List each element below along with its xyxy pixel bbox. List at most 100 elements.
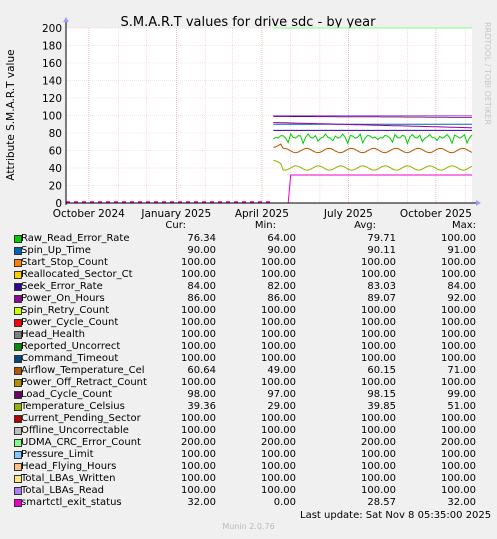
legend-row: Command_Timeout 100.00 100.00 100.00 100.00 (0, 353, 497, 365)
legend-swatch (14, 259, 22, 267)
legend-swatch (14, 487, 22, 495)
legend-min-value: 100.00 (261, 425, 296, 436)
legend-min-value: 29.00 (267, 401, 296, 412)
x-axis-arrow (476, 200, 481, 206)
legend-avg-value: 100.00 (361, 257, 396, 268)
legend-series-name: Spin_Up_Time (21, 245, 91, 256)
legend-swatch (14, 427, 22, 435)
legend-cur-value: 100.00 (181, 317, 216, 328)
legend-swatch (14, 499, 22, 507)
y-axis-arrow (63, 17, 69, 22)
legend-min-value: 100.00 (261, 257, 296, 268)
legend-max-value: 100.00 (441, 317, 476, 328)
legend-row: Load_Cycle_Count 98.00 97.00 98.15 99.00 (0, 389, 497, 401)
legend-max-value: 100.00 (441, 485, 476, 496)
legend-cur-value: 100.00 (181, 473, 216, 484)
legend-max-value: 71.00 (447, 365, 476, 376)
legend-row: Spin_Up_Time 90.00 90.00 90.11 91.00 (0, 245, 497, 257)
series-lines (66, 27, 473, 204)
legend-max-value: 100.00 (441, 473, 476, 484)
legend-min-value: 100.00 (261, 377, 296, 388)
legend-series-name: UDMA_CRC_Error_Count (21, 437, 141, 448)
legend-swatch (14, 463, 22, 471)
legend-swatch (14, 379, 22, 387)
legend-row: Offline_Uncorrectable 100.00 100.00 100.00 1… (0, 425, 497, 437)
legend-min-value: 200.00 (261, 437, 296, 448)
legend-max-value: 32.00 (447, 497, 476, 508)
legend-series-name: Total_LBAs_Read (21, 485, 104, 496)
munin-version: Munin 2.0.76 (222, 522, 275, 531)
legend-min-value: 100.00 (261, 305, 296, 316)
legend-swatch (14, 295, 22, 303)
x-tick-label: October 2025 (400, 208, 472, 220)
legend-series-name: Offline_Uncorrectable (21, 425, 129, 436)
series-line-Airflow_Temperature_Cel (273, 143, 473, 154)
legend-max-value: 100.00 (441, 377, 476, 388)
legend-avg-value: 200.00 (361, 437, 396, 448)
legend-max-value: 100.00 (441, 353, 476, 364)
legend-min-value: 90.00 (267, 245, 296, 256)
y-axis-label: Attribute S.M.A.R.T value (5, 49, 17, 180)
legend-avg-value: 89.07 (367, 293, 396, 304)
legend-min-value: 100.00 (261, 473, 296, 484)
legend-series-name: Total_LBAs_Written (21, 473, 116, 484)
legend-row: Head_Health 100.00 100.00 100.00 100.00 (0, 329, 497, 341)
y-tick-label: 100 (42, 111, 62, 123)
legend-cur-value: 84.00 (187, 281, 216, 292)
legend-swatch (14, 331, 22, 339)
legend-max-value: 92.00 (447, 293, 476, 304)
legend-series-name: Start_Stop_Count (21, 257, 108, 268)
legend-series-name: Spin_Retry_Count (21, 305, 110, 316)
legend-cur-value: 100.00 (181, 449, 216, 460)
legend-swatch (14, 415, 22, 423)
legend-min-value: 100.00 (261, 353, 296, 364)
legend-header-max: Max: (451, 220, 476, 231)
legend-avg-value: 100.00 (361, 353, 396, 364)
legend-row: Spin_Retry_Count 100.00 100.00 100.00 100.00 (0, 305, 497, 317)
legend-avg-value: 39.85 (367, 401, 396, 412)
legend-max-value: 100.00 (441, 413, 476, 424)
legend-cur-value: 100.00 (181, 485, 216, 496)
legend-row: smartctl_exit_status 32.00 0.00 28.57 32.00 (0, 497, 497, 509)
legend-swatch (14, 367, 22, 375)
legend-min-value: 64.00 (267, 233, 296, 244)
legend-avg-value: 100.00 (361, 305, 396, 316)
legend-avg-value: 100.00 (361, 425, 396, 436)
legend-avg-value: 28.57 (367, 497, 396, 508)
legend-avg-value: 100.00 (361, 341, 396, 352)
legend-max-value: 100.00 (441, 329, 476, 340)
y-tick-label: 0 (55, 198, 62, 210)
legend-cur-value: 39.36 (187, 401, 216, 412)
legend-row: Head_Flying_Hours 100.00 100.00 100.00 100.0… (0, 461, 497, 473)
legend-min-value: 100.00 (261, 413, 296, 424)
y-tick-label: 120 (42, 93, 62, 105)
legend-avg-value: 100.00 (361, 449, 396, 460)
legend-cur-value: 100.00 (181, 377, 216, 388)
legend-cur-value: 100.00 (181, 353, 216, 364)
legend-row: Start_Stop_Count 100.00 100.00 100.00 100.00 (0, 257, 497, 269)
x-tick-label: July 2025 (323, 208, 373, 220)
legend-cur-value: 98.00 (187, 389, 216, 400)
legend-avg-value: 100.00 (361, 485, 396, 496)
legend-series-name: Command_Timeout (21, 353, 119, 364)
series-line-Raw_Read_Error_Rate (273, 132, 473, 145)
legend-max-value: 99.00 (447, 389, 476, 400)
legend-avg-value: 100.00 (361, 317, 396, 328)
legend-swatch (14, 319, 22, 327)
legend-cur-value: 60.64 (187, 365, 216, 376)
legend-series-name: smartctl_exit_status (21, 497, 122, 508)
x-tick-label: January 2025 (140, 208, 211, 220)
legend-row: Power_Off_Retract_Count 100.00 100.00 100.0… (0, 377, 497, 389)
y-tick-label: 60 (49, 146, 62, 158)
legend-row: Total_LBAs_Written 100.00 100.00 100.00 100.… (0, 473, 497, 485)
legend-cur-value: 200.00 (181, 437, 216, 448)
axes (63, 17, 481, 206)
y-tick-label: 20 (49, 181, 62, 193)
y-tick-label: 200 (42, 23, 62, 35)
legend-series-name: Seek_Error_Rate (21, 281, 103, 292)
legend-min-value: 100.00 (261, 341, 296, 352)
legend-swatch (14, 343, 22, 351)
legend-max-value: 100.00 (441, 257, 476, 268)
legend-swatch (14, 439, 22, 447)
legend-cur-value: 76.34 (187, 233, 216, 244)
